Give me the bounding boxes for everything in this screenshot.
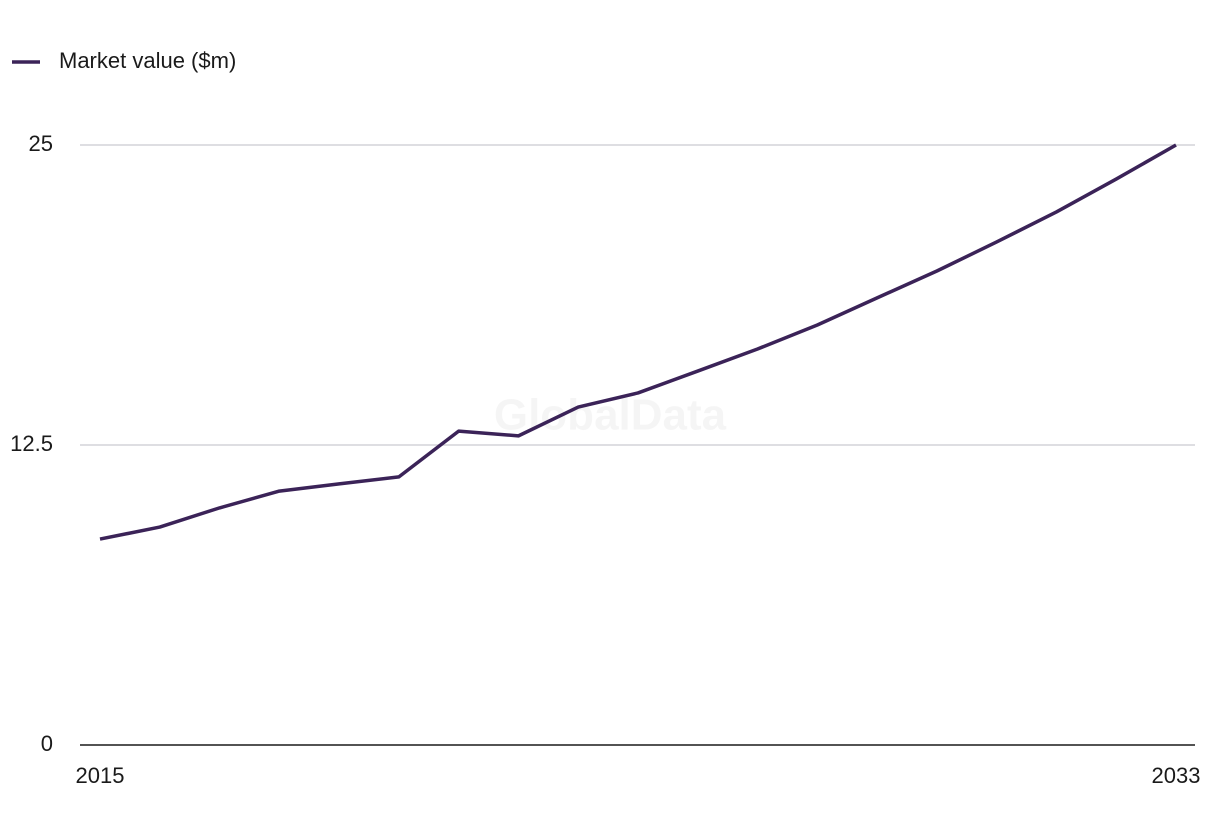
line-series: [99, 143, 1177, 541]
x-tick-label: 2015: [76, 763, 125, 788]
y-tick-label: 12.5: [10, 431, 53, 456]
y-tick-label: 25: [29, 131, 53, 156]
x-tick-label: 2033: [1152, 763, 1201, 788]
legend-label: Market value ($m): [59, 48, 236, 73]
y-tick-label: 0: [41, 731, 53, 756]
